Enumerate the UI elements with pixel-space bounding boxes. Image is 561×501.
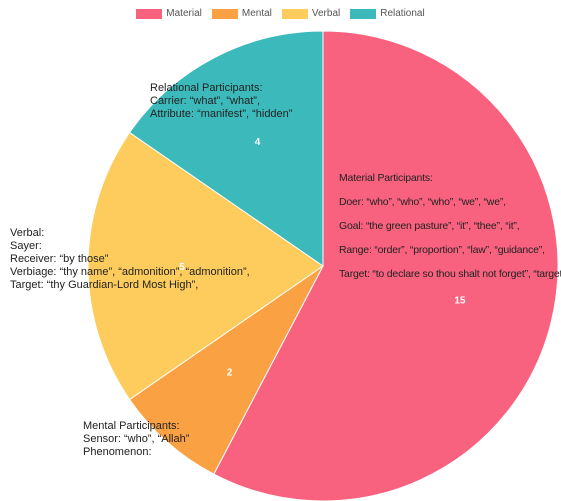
material-annotation-line: Target: “to declare so thou shalt not fo… [339,268,561,280]
verbal-annotation-line: Receiver: “by those” [10,253,109,265]
legend-label: Relational [380,8,425,19]
legend-label: Verbal [311,8,341,19]
slice-value-label: 5 [179,262,185,273]
relational-annotation-line: Carrier: “what”, “what”, [150,95,261,107]
mental-annotation: Mental Participants: Sensor: “who”, “All… [83,420,189,459]
slice-value-label: 4 [255,137,261,148]
legend-item-mental[interactable]: Mental [211,8,272,19]
pie-slice-mental[interactable] [128,265,324,475]
mental-annotation-line: Mental Participants: [83,420,180,432]
verbal-annotation-line: Verbiage: “thy name”, “admonition”, “adm… [10,266,250,278]
mental-annotation-line: Sensor: “who”, “Allah” [83,433,190,445]
material-annotation-line: Range: “order”, “proportion”, “law”, “gu… [339,244,545,256]
legend-swatch [136,8,163,19]
legend-swatch [211,8,238,19]
verbal-annotation: Verbal: Sayer: Receiver: “by those” Verb… [10,227,250,292]
legend-swatch [350,8,377,19]
mental-annotation-line: Phenomenon: [83,446,152,458]
slice-value-label: 2 [227,368,233,379]
legend-swatch [281,8,308,19]
pie-slice-verbal[interactable] [87,131,324,401]
legend-item-relational[interactable]: Relational [350,8,425,19]
legend-item-material[interactable]: Material [136,8,202,19]
verbal-annotation-line: Target: “thy Guardian-Lord Most High”, [10,279,199,291]
verbal-annotation-line: Sayer: [10,240,42,252]
relational-annotation-line: Attribute: “manifest”, “hidden” [150,108,293,120]
relational-annotation-line: Relational Participants: [150,82,263,94]
material-annotation-line: Goal: “the green pasture”, “it”, “thee”,… [339,220,520,232]
legend: Material Mental Verbal Relational [0,8,561,19]
relational-annotation: Relational Participants: Carrier: “what”… [150,82,292,121]
pie-slice-relational[interactable] [128,30,324,267]
verbal-annotation-line: Verbal: [10,227,45,239]
slice-value-label: 15 [454,296,466,307]
legend-item-verbal[interactable]: Verbal [281,8,341,19]
material-annotation-line: Material Participants: [339,172,433,184]
legend-label: Mental [241,8,272,19]
material-annotation-line: Doer: “who”, “who”, “who”, “we”, “we”, [339,196,506,208]
legend-label: Material [166,8,202,19]
material-annotation: Material Participants: Doer: “who”, “who… [339,166,561,286]
